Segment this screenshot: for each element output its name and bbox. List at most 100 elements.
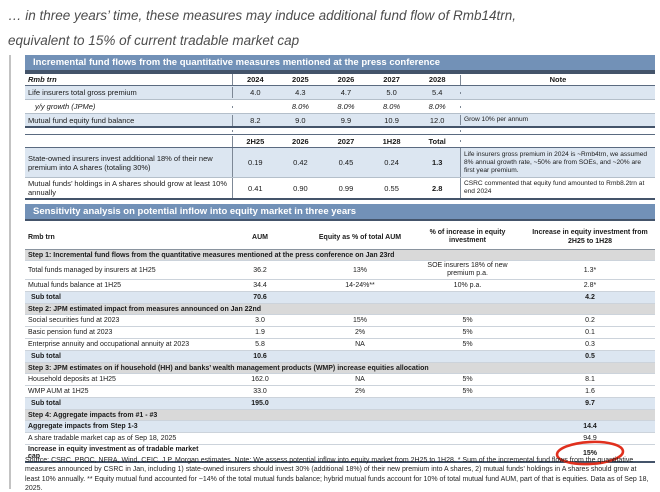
table-row: WMP AUM at 1H25 33.0 2% 5% 1.6 xyxy=(25,386,655,398)
cell-increase-pct: 5% xyxy=(462,375,473,383)
cell-aum: 5.8 xyxy=(255,341,265,348)
cell-equity-pct: 15% xyxy=(352,317,367,324)
row-label: y/y growth (JPMe) xyxy=(35,102,96,111)
cell-value: 5.0 xyxy=(386,88,397,97)
step-row: Step 2: JPM estimated impact from measur… xyxy=(25,304,655,315)
row-label: Household deposits at 1H25 xyxy=(28,376,116,383)
cell-empty xyxy=(25,140,232,142)
period-header: 2H25 xyxy=(232,135,278,147)
cell-aum: 70.6 xyxy=(253,294,267,301)
cell-total: 2.8 xyxy=(431,183,443,193)
cell-total: 4.2 xyxy=(585,294,595,301)
cell-empty xyxy=(410,403,525,405)
cell-empty xyxy=(310,297,410,299)
cell-increase-pct: 10% p.a. xyxy=(453,281,482,289)
table2-header-bar: Sensitivity analysis on potential inflow… xyxy=(25,204,655,221)
table1-period-header: 2H25 2026 2027 1H28 Total xyxy=(25,134,655,148)
cell-aum: 195.0 xyxy=(251,400,269,407)
cell-equity-pct: NA xyxy=(355,341,365,348)
increase-pct-header: % of increase in equity investment xyxy=(429,229,506,244)
year-header: 2027 xyxy=(383,75,400,84)
cell-empty xyxy=(310,356,410,358)
subtotal-row: Sub total 195.0 9.7 xyxy=(25,398,655,410)
row-label: Mutual funds balance at 1H25 xyxy=(28,282,122,289)
cell-empty xyxy=(410,426,525,428)
cell-empty xyxy=(410,438,525,440)
cell-empty xyxy=(459,140,655,142)
step-row: Step 4: Aggregate impacts from #1 - #3 xyxy=(25,410,655,421)
source-note: Source: CSRC, PBOC, NFRA, Wind, CEIC, J.… xyxy=(25,456,653,492)
table-row: Mutual funds’ holdings in A shares shoul… xyxy=(25,178,655,200)
table-row: Total funds managed by insurers at 1H25 … xyxy=(25,261,655,280)
row-label: Sub total xyxy=(31,294,61,301)
cell-value xyxy=(232,105,278,108)
cell-total: 0.2 xyxy=(585,317,595,324)
cell-value: 4.3 xyxy=(295,88,306,97)
step-label: Step 4: Aggregate impacts from #1 - #3 xyxy=(28,411,158,419)
table-row: y/y growth (JPMe) 8.0% 8.0% 8.0% 8.0% xyxy=(25,100,655,114)
row-label: Sub total xyxy=(31,353,61,360)
cell-equity-pct: 2% xyxy=(354,388,366,395)
page-title: … in three years’ time, these measures m… xyxy=(8,3,648,53)
cell-empty xyxy=(278,130,324,132)
cell-note: Grow 10% per annum xyxy=(459,115,655,125)
cell-total: 8.1 xyxy=(585,376,595,383)
table-row: Enterprise annuity and occupational annu… xyxy=(25,339,655,351)
cell-total: 94.9 xyxy=(583,435,597,442)
cell-increase-pct: 5% xyxy=(462,387,473,395)
table-row: Basic pension fund at 2023 1.9 2% 5% 0.1 xyxy=(25,327,655,339)
cell-aum: 10.6 xyxy=(253,353,267,360)
table-row: Mutual fund equity fund balance 8.2 9.0 … xyxy=(25,114,655,128)
cell-total: 14.4 xyxy=(583,423,597,430)
cell-value: 8.0% xyxy=(291,102,309,111)
cell-value: 8.2 xyxy=(232,114,278,126)
cell-value: 0.99 xyxy=(338,183,354,193)
table-row: Life insurers total gross premium 4.0 4.… xyxy=(25,86,655,100)
cell-empty xyxy=(410,297,525,299)
row-label: Life insurers total gross premium xyxy=(28,88,137,97)
cell-aum: 162.0 xyxy=(251,376,269,383)
cell-equity-pct: NA xyxy=(355,376,365,383)
cell-value: 0.42 xyxy=(293,158,308,167)
title-line-2: equivalent to 15% of current tradable ma… xyxy=(8,33,300,48)
cell-value: 8.0% xyxy=(428,102,446,111)
cell-increase-pct: 5% xyxy=(462,328,473,336)
cell-aum: 33.0 xyxy=(253,388,267,395)
row-label: Mutual funds’ holdings in A shares shoul… xyxy=(28,179,228,197)
period-header: 2027 xyxy=(337,136,355,146)
table2: Rmb trn AUM Equity as % of total AUM % o… xyxy=(25,225,655,466)
row-label: State-owned insurers invest additional 1… xyxy=(28,153,213,172)
cell-value: 10.9 xyxy=(384,115,399,125)
spacer-row xyxy=(25,128,655,134)
row-label: Social securities fund at 2023 xyxy=(28,317,120,324)
cell-empty xyxy=(232,130,278,132)
cell-total: 1.3 xyxy=(431,158,443,167)
cell-total: 0.3 xyxy=(585,341,595,348)
row-label: Mutual fund equity fund balance xyxy=(28,115,135,125)
note-header: Note xyxy=(459,74,655,85)
cell-empty xyxy=(323,130,369,132)
period-header: 1H28 xyxy=(382,136,401,146)
row-label: A share tradable market cap as of Sep 18… xyxy=(28,435,177,442)
unit-label: Rmb trn xyxy=(28,75,57,84)
cell-empty xyxy=(210,438,310,440)
year-header: 2024 xyxy=(232,74,278,85)
row-label: Total funds managed by insurers at 1H25 xyxy=(28,266,156,274)
table-row: A share tradable market cap as of Sep 18… xyxy=(25,433,655,445)
cell-value: 4.7 xyxy=(340,88,352,97)
row-label: Aggregate impacts from Step 1-3 xyxy=(28,423,138,430)
cell-increase-pct: 5% xyxy=(462,316,473,324)
table2-column-header: Rmb trn AUM Equity as % of total AUM % o… xyxy=(25,225,655,250)
cell-empty xyxy=(369,130,415,132)
row-label: Enterprise annuity and occupational annu… xyxy=(28,341,190,348)
subtotal-row: Sub total 10.6 0.5 xyxy=(25,351,655,363)
cell-value: 0.45 xyxy=(338,158,354,167)
row-label: WMP AUM at 1H25 xyxy=(28,388,89,395)
step-label: Step 2: JPM estimated impact from measur… xyxy=(28,305,262,313)
cell-empty xyxy=(25,130,232,132)
cell-note xyxy=(459,91,655,94)
cell-total: 1.3* xyxy=(583,266,597,274)
cell-value: 12.0 xyxy=(429,115,445,125)
cell-aum: 36.2 xyxy=(253,266,267,274)
cell-increase-pct: 5% xyxy=(462,340,473,348)
